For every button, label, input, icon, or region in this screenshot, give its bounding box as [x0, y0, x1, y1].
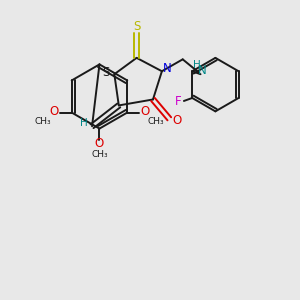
Text: O: O [172, 114, 182, 127]
Text: H: H [193, 60, 200, 70]
Text: O: O [95, 137, 104, 150]
Text: CH₃: CH₃ [91, 150, 108, 159]
Text: F: F [175, 95, 181, 108]
Text: H: H [80, 118, 88, 128]
Text: CH₃: CH₃ [34, 117, 51, 126]
Text: N: N [163, 62, 172, 75]
Text: O: O [49, 105, 58, 118]
Text: S: S [102, 66, 110, 79]
Text: CH₃: CH₃ [148, 117, 164, 126]
Text: O: O [140, 105, 150, 118]
Text: S: S [134, 20, 141, 33]
Text: N: N [198, 64, 206, 77]
